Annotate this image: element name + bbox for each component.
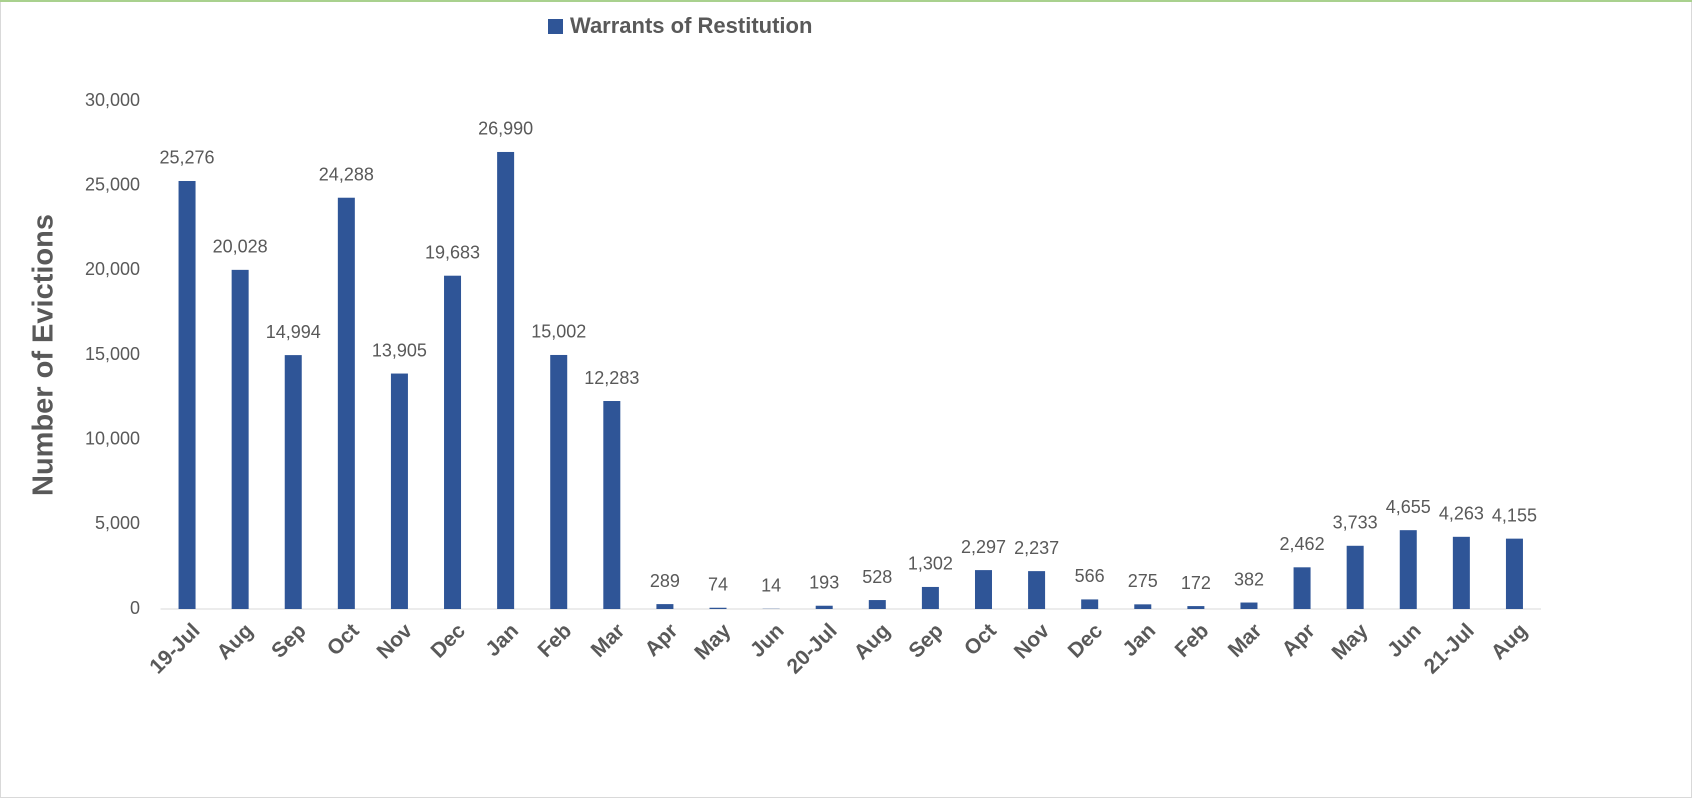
bar: [974, 570, 992, 609]
bar: [868, 600, 886, 609]
bar: [1240, 602, 1258, 609]
bar: [1452, 536, 1470, 609]
bar: [815, 605, 833, 609]
y-axis-title: Number of Evictions: [28, 214, 60, 496]
value-label: 2,297: [961, 537, 1006, 557]
bar: [1134, 604, 1152, 609]
legend-label: Warrants of Restitution: [570, 13, 812, 38]
y-tick-label: 20,000: [85, 259, 140, 279]
y-tick-label: 30,000: [85, 90, 140, 110]
bar: [709, 607, 727, 609]
bar: [1293, 567, 1311, 609]
value-label: 2,237: [1014, 538, 1059, 558]
value-label: 172: [1181, 573, 1211, 593]
value-label: 4,155: [1492, 505, 1537, 525]
bar: [1028, 571, 1046, 609]
bar: [1399, 530, 1417, 609]
bar: [656, 604, 674, 609]
value-label: 289: [650, 571, 680, 591]
bar: [497, 151, 515, 609]
value-label: 24,288: [319, 164, 374, 184]
bar: [178, 180, 196, 609]
bar: [390, 373, 408, 609]
y-tick-label: 25,000: [85, 174, 140, 194]
bar: [921, 586, 939, 609]
value-label: 275: [1128, 571, 1158, 591]
y-tick-label: 5,000: [95, 513, 140, 533]
value-label: 14,994: [266, 322, 321, 342]
bar: [550, 354, 568, 609]
y-tick-label: 15,000: [85, 344, 140, 364]
value-label: 19,683: [425, 242, 480, 262]
legend-swatch: [548, 19, 563, 34]
value-label: 26,990: [478, 119, 533, 139]
value-label: 12,283: [584, 368, 639, 388]
bar: [1346, 545, 1364, 609]
value-label: 13,905: [372, 340, 427, 360]
value-label: 74: [708, 574, 728, 594]
value-label: 4,263: [1439, 504, 1484, 524]
bar: [284, 355, 302, 609]
value-label: 528: [862, 567, 892, 587]
value-label: 20,028: [213, 237, 268, 257]
value-label: 382: [1234, 569, 1264, 589]
y-tick-label: 10,000: [85, 428, 140, 448]
value-label: 4,655: [1386, 497, 1431, 517]
y-tick-label: 0: [130, 598, 140, 618]
value-label: 15,002: [531, 322, 586, 342]
bar: [1505, 538, 1523, 609]
bar: [603, 401, 621, 609]
bar: [231, 269, 249, 609]
value-label: 2,462: [1280, 534, 1325, 554]
bar: [1187, 606, 1205, 609]
value-label: 193: [809, 572, 839, 592]
value-label: 3,733: [1333, 513, 1378, 533]
value-label: 14: [761, 576, 781, 596]
value-label: 1,302: [908, 554, 953, 574]
bar: [444, 275, 462, 609]
bar: [1081, 599, 1099, 609]
value-label: 566: [1075, 566, 1105, 586]
value-label: 25,276: [160, 148, 215, 168]
bar: [337, 197, 355, 609]
